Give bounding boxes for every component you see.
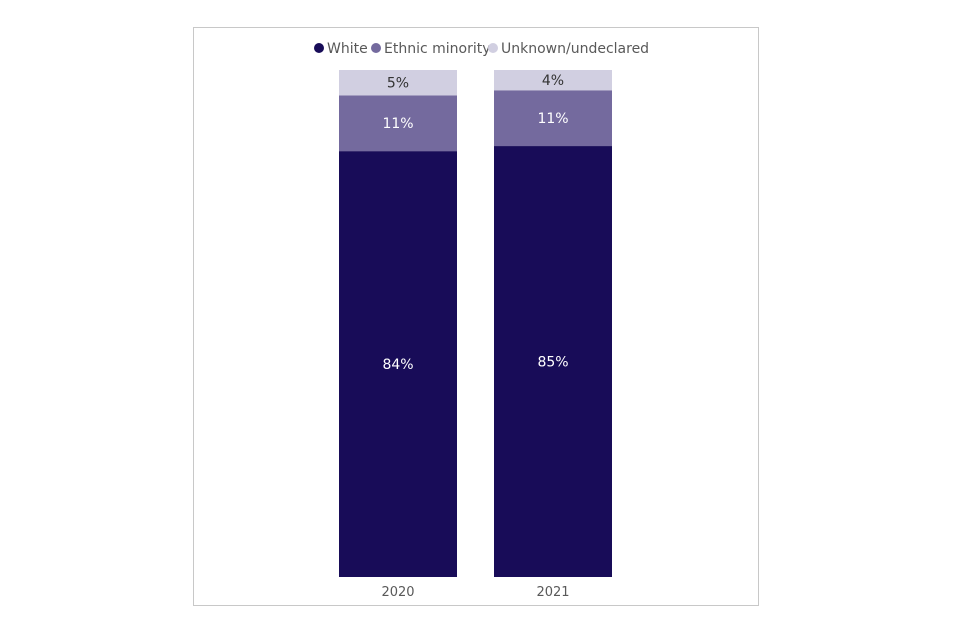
data-label-ethnic-minority-2020: 11% [382, 116, 413, 132]
x-axis-ticks: 2020 2021 [381, 585, 569, 600]
bar-segment-ethnic-minority-2021 [494, 90, 612, 147]
data-label-white-2020: 84% [382, 357, 413, 373]
data-labels: 84% 11% 5% 85% 11% 4% [382, 73, 568, 373]
data-label-ethnic-minority-2021: 11% [537, 111, 568, 127]
bar-segment-ethnic-minority-2020 [339, 95, 457, 152]
bar-segment-white-2021 [494, 146, 612, 578]
legend-marker-white [314, 43, 324, 53]
data-label-unknown-undeclared-2021: 4% [542, 73, 564, 89]
data-label-white-2021: 85% [537, 355, 568, 371]
legend-marker-ethnic-minority [371, 43, 381, 53]
x-tick-label-2020: 2020 [381, 585, 414, 600]
legend-label-unknown-undeclared: Unknown/undeclared [501, 41, 649, 57]
bar-segment-unknown-undeclared-2020 [339, 70, 457, 96]
legend-label-white: White [327, 41, 368, 57]
x-tick-label-2021: 2021 [536, 585, 569, 600]
legend-label-ethnic-minority: Ethnic minority [384, 41, 491, 57]
legend-marker-unknown-undeclared [488, 43, 498, 53]
bars [339, 70, 612, 578]
bar-segment-unknown-undeclared-2021 [494, 70, 612, 91]
chart-frame: White Ethnic minority Unknown/undeclared 8… [193, 27, 759, 606]
bar-segment-white-2020 [339, 151, 457, 577]
data-label-unknown-undeclared-2020: 5% [387, 76, 409, 92]
legend: White Ethnic minority Unknown/undeclared [314, 41, 649, 57]
stacked-bar-chart: White Ethnic minority Unknown/undeclared 8… [314, 41, 649, 600]
